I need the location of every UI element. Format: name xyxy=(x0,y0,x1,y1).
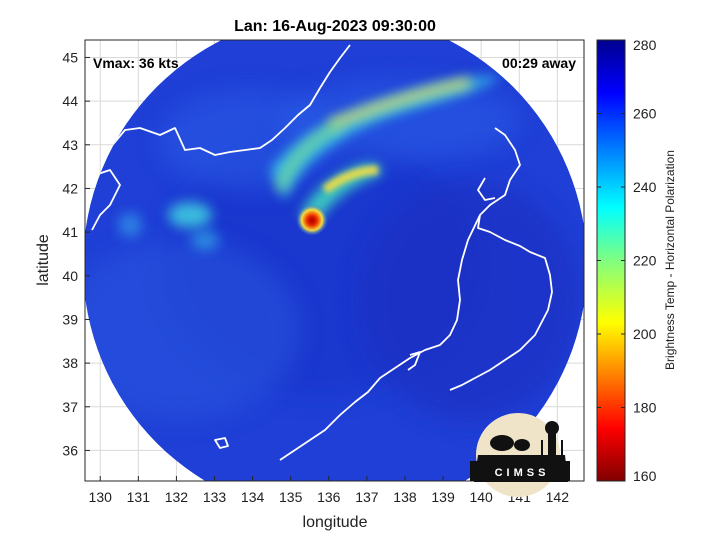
vmax-label: Vmax: 36 kts xyxy=(93,55,179,71)
x-tick-label: 139 xyxy=(431,489,455,505)
time-away-label: 00:29 away xyxy=(502,55,576,71)
x-tick-label: 135 xyxy=(279,489,303,505)
y-tick-label: 45 xyxy=(62,49,78,65)
colorbar-tick-label: 280 xyxy=(633,37,657,53)
x-tick-label: 134 xyxy=(241,489,265,505)
plot-frame xyxy=(84,39,585,482)
x-tick-label: 136 xyxy=(317,489,341,505)
colorbar-label: Brightness Temp - Horizontal Polarizatio… xyxy=(663,150,677,370)
colorbar-tick-label: 220 xyxy=(633,253,657,269)
colorbar-tick-label: 260 xyxy=(633,106,657,122)
colorbar-tick-label: 180 xyxy=(633,400,657,416)
colorbar xyxy=(596,39,626,482)
brightness-temp-swath xyxy=(85,40,584,481)
coastline xyxy=(85,44,553,461)
x-tick-label: 130 xyxy=(89,489,113,505)
colorbar-tick-label: 240 xyxy=(633,179,657,195)
x-tick-label: 133 xyxy=(203,489,227,505)
x-axis-label: longitude xyxy=(303,514,368,531)
x-tick-label: 131 xyxy=(127,489,151,505)
cimss-logo: CIMSS xyxy=(470,413,570,497)
y-tick-label: 36 xyxy=(62,442,78,458)
colorbar-tick-label: 200 xyxy=(633,326,657,342)
colorbar-tick-label: 160 xyxy=(633,468,657,484)
x-tick-label: 138 xyxy=(393,489,417,505)
y-tick-label: 43 xyxy=(62,137,78,153)
y-tick-label: 41 xyxy=(62,224,78,240)
y-tick-label: 42 xyxy=(62,180,78,196)
colorbar-ticks: 160 180 200 220 240 260 280 xyxy=(597,37,657,484)
y-axis: 36 37 38 39 40 41 42 43 44 45 xyxy=(62,49,90,458)
logo-text: CIMSS xyxy=(495,467,550,479)
y-tick-label: 38 xyxy=(62,355,78,371)
chart-title: Lan: 16-Aug-2023 09:30:00 xyxy=(234,18,436,35)
y-tick-label: 44 xyxy=(62,93,78,109)
x-tick-label: 140 xyxy=(469,489,493,505)
x-axis: 130 131 132 133 134 135 136 137 138 139 140 141 142 xyxy=(89,476,570,505)
y-tick-label: 39 xyxy=(62,311,78,327)
y-tick-label: 40 xyxy=(62,268,78,284)
x-tick-label: 132 xyxy=(165,489,189,505)
x-tick-label: 142 xyxy=(546,489,570,505)
y-axis-label: latitude xyxy=(35,234,52,286)
x-tick-label: 137 xyxy=(355,489,379,505)
y-tick-label: 37 xyxy=(62,399,78,415)
